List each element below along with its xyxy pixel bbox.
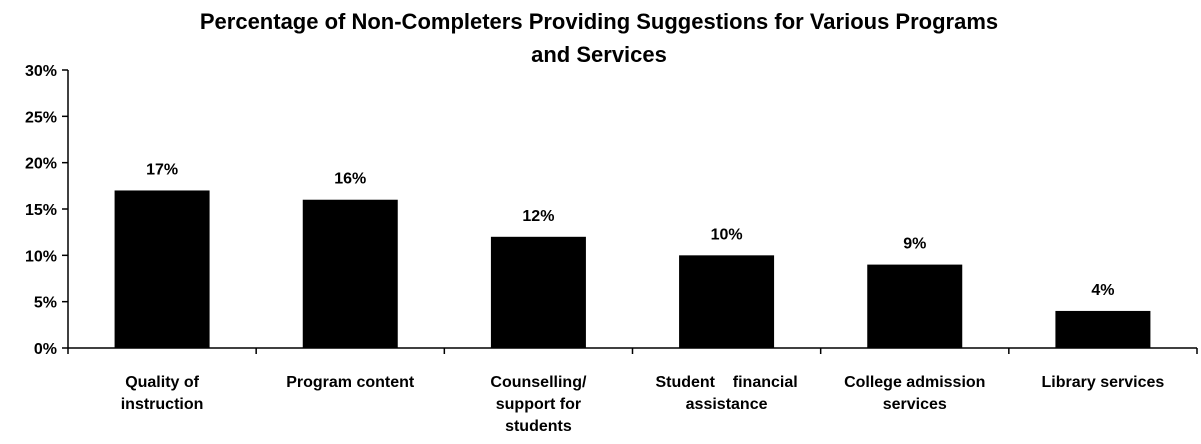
x-category-label: Quality of instruction (121, 374, 204, 413)
bar-value-label: 12% (522, 208, 554, 225)
bar-value-label: 16% (334, 171, 366, 188)
x-category-label-line: students (505, 418, 572, 435)
y-tick-label: 0% (34, 341, 57, 358)
chart-title: Percentage of Non-Completers Providing S… (200, 9, 998, 67)
bar-value-label: 4% (1091, 282, 1114, 299)
y-tick-label: 25% (25, 109, 57, 126)
y-tick-label: 20% (25, 156, 57, 173)
x-axis: Quality of instruction Program content Coun… (67, 347, 1198, 435)
x-category-label-line: Student financial (655, 374, 797, 391)
bar-value-label: 9% (903, 236, 926, 253)
bar (679, 255, 775, 348)
x-category-label: Program content (286, 374, 415, 391)
bars (114, 190, 1151, 348)
x-category-label: College admission services (844, 374, 985, 413)
x-category-label: Student financial assistance (655, 374, 797, 413)
bar (1055, 310, 1151, 348)
y-tick-label: 10% (25, 248, 57, 265)
x-category-label: Counselling/support for students (490, 374, 587, 435)
x-category-label-line: Library services (1042, 374, 1165, 391)
bar (490, 236, 586, 348)
x-category-label-line: assistance (686, 396, 768, 413)
x-category-label-line: instruction (121, 396, 204, 413)
x-category-label: Library services (1042, 374, 1165, 391)
bar (302, 199, 398, 348)
y-tick-label: 15% (25, 202, 57, 219)
x-category-label-line: Counselling/ (490, 374, 587, 391)
data-labels: 17% 16% 12% 10% 9% 4% (146, 161, 1114, 298)
bar (114, 190, 210, 348)
y-tick-label: 30% (25, 63, 57, 80)
y-tick-label: 5% (34, 295, 57, 312)
chart-title-line: and Services (531, 42, 667, 67)
x-category-label-line: support for (496, 396, 581, 413)
x-category-label-line: Program content (286, 374, 415, 391)
bar-value-label: 17% (146, 161, 178, 178)
x-category-label-line: services (883, 396, 947, 413)
y-axis: 0% 5% 10% 15% 20% 25% 30% (25, 63, 69, 358)
bar (867, 264, 963, 348)
bar-value-label: 10% (711, 226, 743, 243)
x-category-label-line: College admission (844, 374, 985, 391)
chart-title-line: Percentage of Non-Completers Providing S… (200, 9, 998, 34)
x-category-label-line: Quality of (125, 374, 199, 391)
